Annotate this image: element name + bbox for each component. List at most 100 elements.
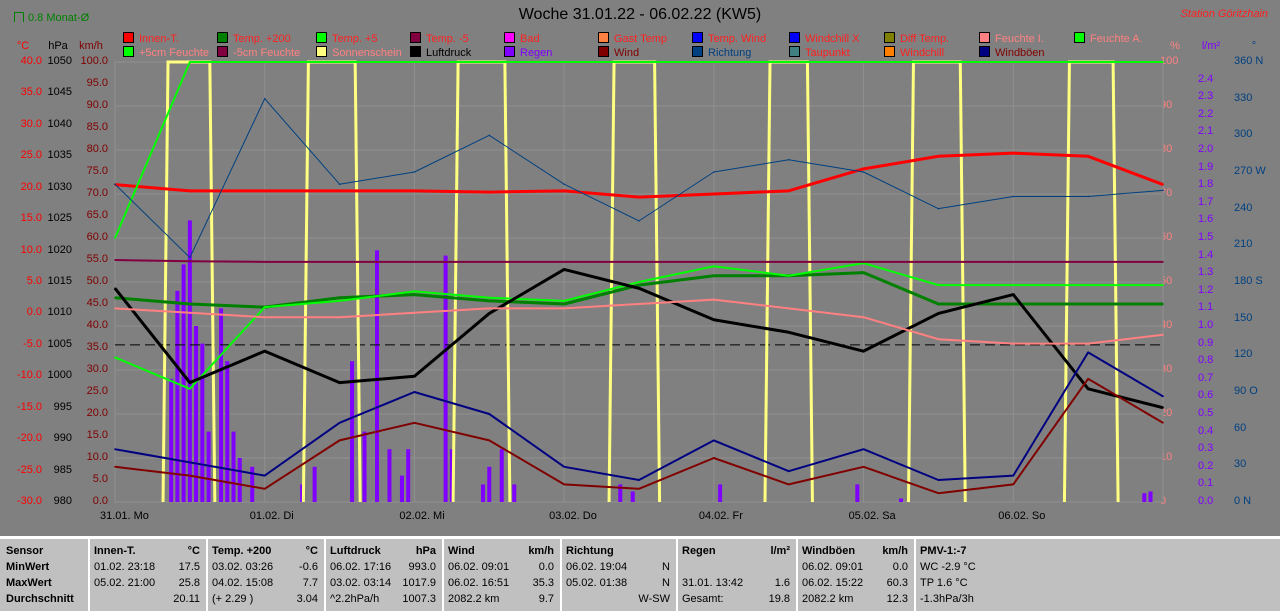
data-point	[114, 287, 116, 290]
table-cell-row: 05.02. 01:38 N	[566, 577, 670, 593]
rain-bar	[231, 431, 236, 502]
hpa-tick-label: 995	[53, 400, 72, 413]
legend-item: Diff Temp.	[884, 32, 949, 45]
data-point	[1162, 183, 1164, 186]
rain-bar	[194, 326, 199, 502]
rain-bar	[899, 498, 903, 502]
data-point	[787, 483, 790, 486]
data-point	[563, 183, 565, 186]
legend-item: Regen	[504, 46, 552, 59]
cell-label: 06.02. 16:51	[448, 577, 510, 589]
data-point	[189, 303, 191, 305]
data-point	[937, 492, 940, 495]
data-point	[1162, 334, 1164, 336]
data-point	[189, 190, 191, 192]
hpa-tick-label: 985	[53, 463, 72, 476]
rain-tick-label: 1.0	[1198, 319, 1214, 331]
data-point	[713, 439, 715, 442]
data-point	[787, 274, 790, 277]
cell-value: 993.0	[408, 561, 436, 573]
direction-tick-label: 60	[1234, 421, 1247, 434]
celsius-tick-label: -15.0	[16, 400, 42, 413]
data-point	[1012, 152, 1015, 154]
data-point	[937, 207, 940, 210]
data-point	[263, 350, 266, 352]
legend-item: Richtung	[692, 46, 751, 59]
station-name: Station Göritzhain	[1180, 8, 1268, 20]
data-point	[488, 61, 491, 63]
column-name: Richtung	[566, 545, 614, 557]
column-name: Regen	[682, 545, 716, 557]
data-point	[1012, 293, 1015, 296]
legend-label: -5cm Feuchte	[233, 47, 301, 59]
direction-tick-label: 30	[1234, 458, 1247, 471]
rain-tick-label: 1.6	[1198, 213, 1214, 226]
legend-swatch-icon	[692, 46, 703, 57]
data-point	[413, 293, 416, 296]
kmh-tick-label: 25.0	[86, 385, 108, 397]
data-point	[563, 190, 565, 192]
data-point	[1162, 284, 1164, 286]
data-point	[1162, 261, 1164, 263]
legend-item: Feuchte I.	[979, 32, 1044, 45]
table-cell-row: 31.01. 13:42 1.6	[682, 577, 790, 593]
table-column: Richtung 06.02. 19:04 N 05.02. 01:38 N W-SW	[560, 539, 678, 611]
data-point	[1012, 342, 1015, 345]
data-point	[862, 350, 865, 352]
data-point	[1162, 406, 1164, 409]
column-header: Luftdruck hPa	[330, 545, 436, 561]
data-point	[862, 466, 865, 468]
data-point	[638, 196, 640, 198]
kmh-tick-label: 90.0	[86, 99, 108, 111]
rain-bar	[630, 491, 635, 502]
data-point	[937, 155, 940, 158]
data-point	[563, 303, 565, 305]
data-point	[638, 284, 640, 286]
rain-tick-label: 0.9	[1198, 336, 1214, 349]
legend-item: Windchill	[884, 46, 944, 59]
rain-tick-label: 1.5	[1198, 231, 1214, 243]
rain-bar	[387, 449, 392, 502]
data-point	[1012, 261, 1015, 263]
cell-value: 60.3	[886, 577, 908, 589]
direction-tick-label: 0 N	[1234, 495, 1252, 507]
legend-label: Richtung	[708, 47, 752, 59]
rain-axis-unit: l/m²	[1201, 40, 1221, 52]
data-point	[338, 183, 341, 186]
rain-tick-label: 2.1	[1198, 125, 1214, 138]
hpa-tick-label: 1050	[47, 55, 72, 67]
month-average: 0.8 Monat-Ø	[14, 12, 89, 24]
data-point	[713, 318, 715, 321]
legend-item: Windchill X	[789, 32, 859, 45]
cell-value: 3.04	[296, 593, 318, 605]
column-name: Wind	[448, 545, 475, 557]
data-point	[189, 461, 191, 464]
cell-value: 9.7	[538, 593, 554, 605]
rain-bar	[237, 458, 242, 502]
data-point	[937, 303, 940, 305]
hpa-tick-label: 980	[53, 495, 72, 507]
column-unit: °C	[187, 545, 200, 557]
data-point	[862, 171, 865, 173]
legend-item: Temp. +5	[316, 32, 378, 45]
cell-label: 06.02. 17:16	[330, 561, 392, 573]
cell-value: N	[662, 561, 670, 573]
rain-bar	[443, 255, 448, 502]
data-point	[713, 193, 715, 195]
table-cell-row: 20.11	[94, 593, 200, 609]
data-point	[114, 237, 116, 239]
data-point	[488, 134, 491, 137]
direction-tick-label: 210	[1234, 238, 1253, 251]
table-column: PMV-1:-7 WC -2.9 °C TP 1.6 °C -1.3hPa/3h	[914, 539, 1280, 611]
data-point	[937, 338, 940, 341]
data-point	[862, 271, 865, 274]
legend-label: Innen-T.	[139, 33, 179, 45]
column-header: Regen l/m²	[682, 545, 790, 561]
data-point	[338, 316, 341, 319]
rain-bar	[449, 449, 454, 502]
rain-bar	[512, 484, 517, 502]
rain-tick-label: 1.9	[1198, 160, 1214, 173]
cell-label: 06.02. 19:04	[566, 561, 628, 573]
cell-value: 1.6	[774, 577, 790, 589]
celsius-tick-label: 25.0	[20, 149, 42, 162]
